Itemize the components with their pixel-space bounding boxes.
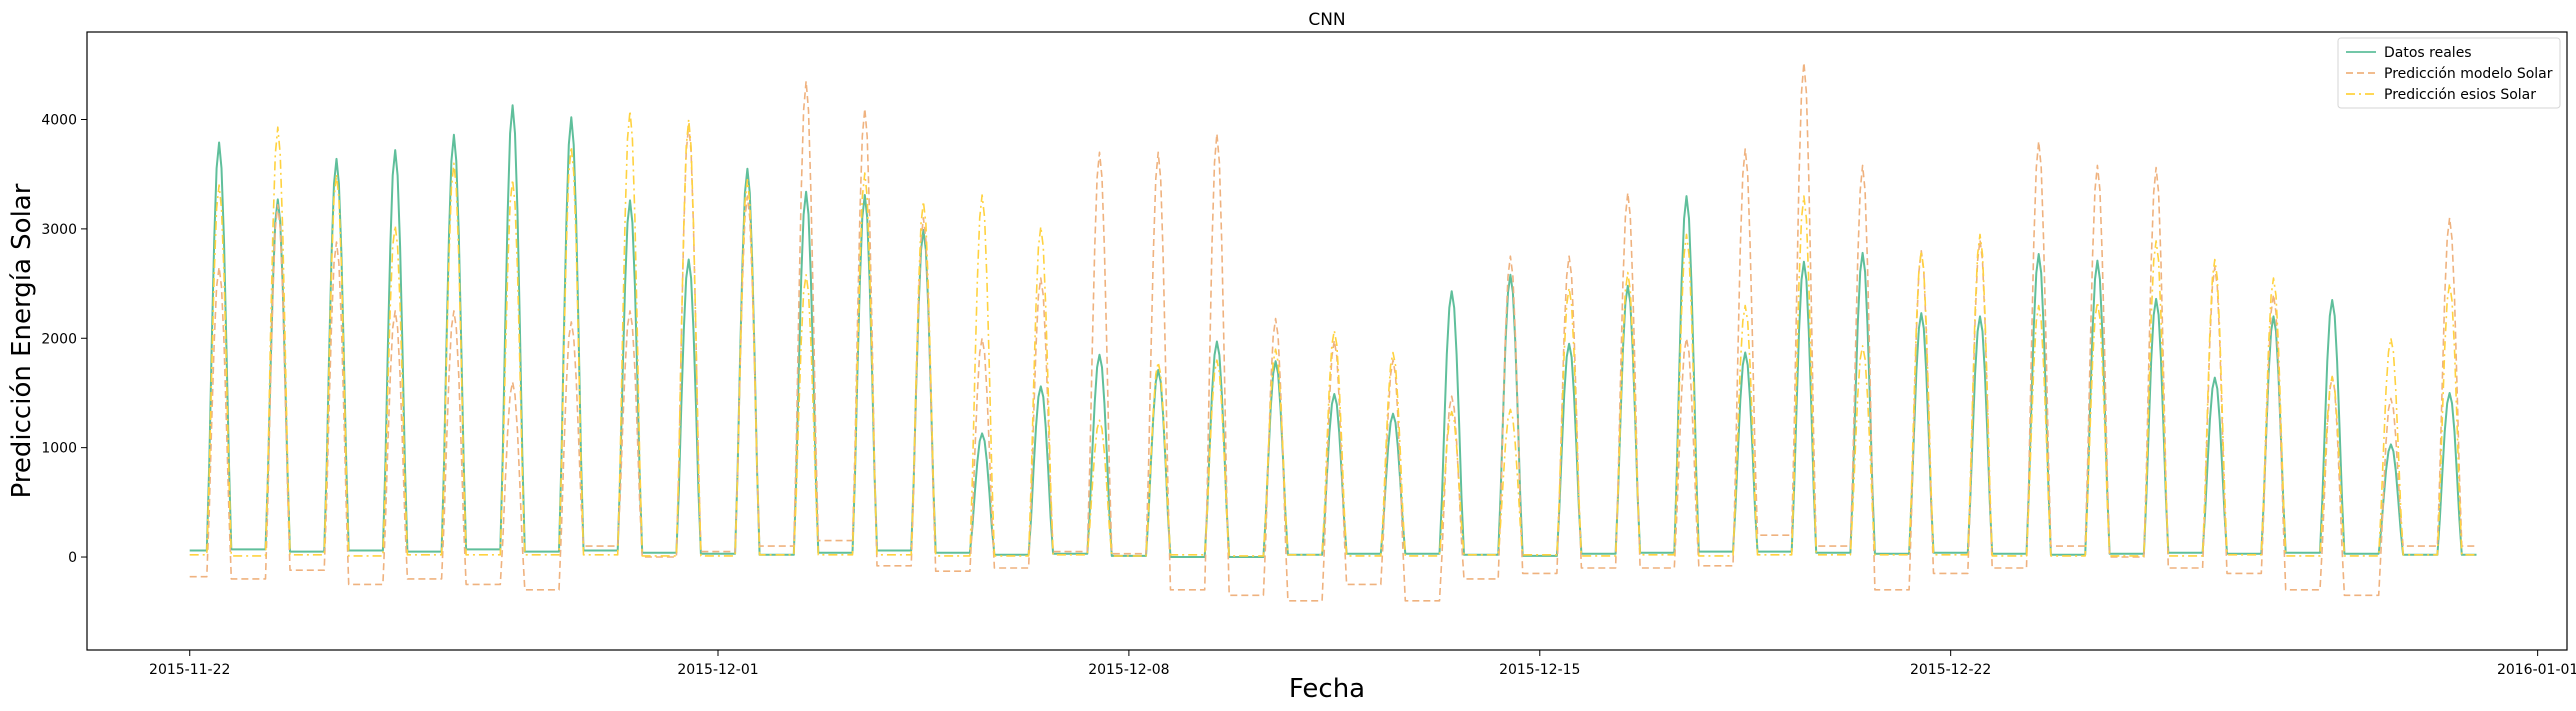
x-tick-label: 2015-11-22 (149, 662, 230, 678)
y-tick-label: 1000 (41, 441, 77, 457)
plot-frame (86, 31, 2568, 651)
series-line-2 (189, 61, 2477, 602)
legend-label-1: Datos reales (2384, 45, 2472, 61)
x-tick-label: 2016-01-01 (2497, 662, 2576, 678)
x-tick-label: 2015-12-08 (1088, 662, 1169, 678)
series-line-3 (189, 110, 2477, 557)
x-axis: 2015-11-22 2015-12-01 2015-12-08 2015-12-15… (149, 650, 2576, 678)
x-axis-title: Fecha (1289, 674, 1365, 704)
series-line-1 (189, 104, 2477, 558)
legend: Datos reales Predicción modelo Solar Predi… (2337, 37, 2561, 109)
legend-label-3: Predicción esios Solar (2384, 87, 2536, 103)
y-tick-label: 4000 (41, 113, 77, 129)
x-tick-label: 2015-12-15 (1499, 662, 1580, 678)
y-tick-label: 2000 (41, 331, 77, 347)
x-tick-label: 2015-12-01 (677, 662, 758, 678)
plot-background (87, 32, 2567, 650)
legend-label-2: Predicción modelo Solar (2384, 66, 2553, 82)
y-tick-label: 3000 (41, 222, 77, 238)
chart-title: CNN (1308, 10, 1345, 30)
y-tick-label: 0 (68, 550, 77, 566)
series-layer (189, 61, 2477, 602)
y-axis: 0 1000 2000 3000 4000 (41, 113, 87, 566)
legend-box (2337, 37, 2561, 109)
y-axis-title: Predicción Energía Solar (7, 183, 37, 498)
x-tick-label: 2015-12-22 (1910, 662, 1991, 678)
